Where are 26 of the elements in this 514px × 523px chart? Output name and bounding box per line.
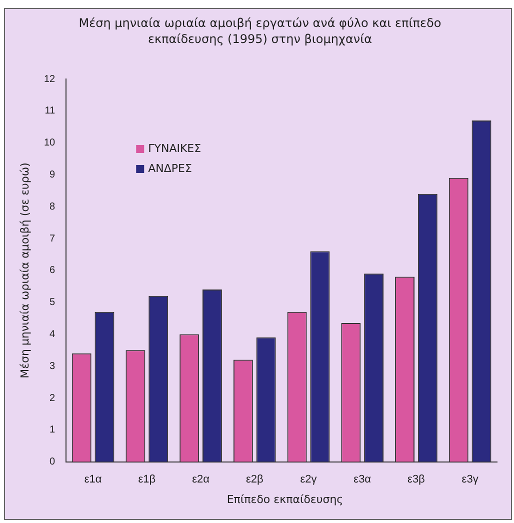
x-axis-title: Επίπεδο εκπαίδευσης <box>226 493 344 506</box>
x-tick-label: ε2β <box>246 473 264 486</box>
y-tick-label: 11 <box>44 106 56 117</box>
x-tick-label: ε3α <box>354 473 372 486</box>
y-tick-label: 4 <box>50 328 56 340</box>
y-tick-label: 5 <box>50 297 56 308</box>
y-tick-label: 6 <box>50 265 56 276</box>
y-tick-label: 9 <box>50 169 56 180</box>
x-tick-label: ε3β <box>408 473 425 486</box>
y-tick-label: 3 <box>50 360 56 372</box>
x-tick-label: ε3γ <box>462 473 479 486</box>
y-axis-title: Μέση μηνιαία ωριαία αμοιβή (σε ευρώ) <box>18 162 32 380</box>
legend-label: ΓΥΝΑΙΚΕΣ <box>148 142 202 155</box>
y-tick-label: 1 <box>50 424 56 436</box>
x-tick-label: ε2γ <box>300 473 318 486</box>
y-tick-label: 10 <box>44 138 56 149</box>
y-tick-label: 8 <box>50 201 56 212</box>
y-tick-label: 2 <box>50 392 56 404</box>
y-tick-label: 0 <box>50 456 56 468</box>
x-tick-label: ε1β <box>138 473 156 486</box>
x-tick-label: ε2α <box>192 473 210 486</box>
y-tick-label: 7 <box>50 233 56 244</box>
legend-label: ΑΝΔΡΕΣ <box>148 162 192 175</box>
y-tick-label: 12 <box>44 74 56 85</box>
x-tick-label: ε1α <box>84 473 102 486</box>
chart-title: Μέση μηνιαία ωριαία αμοιβή εργατών ανά φύλο και επίπεδο εκπαίδευσης (1995) στην βιομηχανία <box>78 15 442 47</box>
